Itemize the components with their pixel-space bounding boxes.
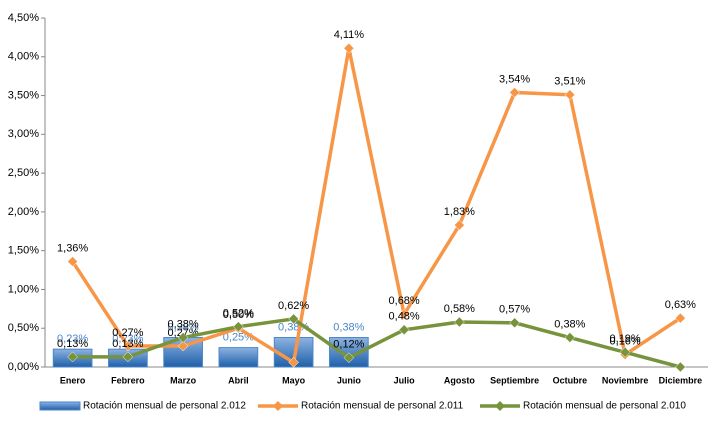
- x-tick-label: Diciembre: [659, 375, 703, 385]
- point: [122, 351, 134, 363]
- x-tick-label: Agosto: [444, 375, 475, 385]
- x-tick-label: Enero: [60, 375, 86, 385]
- point: [343, 42, 355, 54]
- point: [564, 89, 576, 101]
- point-label: 0,38%: [168, 318, 199, 330]
- point-label: 0,58%: [444, 303, 475, 315]
- point-label: 0,48%: [389, 311, 420, 323]
- x-tick-label: Septiembre: [490, 375, 539, 385]
- x-tick-label: Mayo: [282, 375, 306, 385]
- point: [454, 316, 465, 328]
- point: [398, 324, 410, 336]
- point: [619, 346, 631, 358]
- point-label: 0,27%: [112, 327, 143, 339]
- x-tick-label: Octubre: [553, 375, 588, 385]
- point-label: 0,13%: [57, 338, 88, 350]
- bar: [218, 347, 259, 368]
- bar-label: 0,23%: [57, 333, 88, 345]
- point: [177, 340, 189, 352]
- point-label: 0,57%: [499, 304, 530, 316]
- y-tick-label: 1,50%: [8, 245, 39, 257]
- y-tick-label: 4,50%: [8, 12, 39, 24]
- y-tick-label: 3,50%: [8, 89, 39, 101]
- point-label: 0,50%: [223, 309, 254, 321]
- point: [675, 312, 686, 324]
- point: [177, 332, 189, 343]
- point: [67, 256, 78, 267]
- legend-label: Rotación mensual de personal 2.012: [83, 401, 246, 412]
- point-label: 1,36%: [57, 242, 88, 254]
- legend-marker: [273, 401, 283, 411]
- bar-label: 0,38%: [333, 321, 364, 333]
- point: [343, 352, 355, 364]
- y-tick-label: 3,00%: [8, 128, 39, 140]
- point-label: 0,38%: [554, 318, 585, 330]
- y-tick-label: 0,50%: [8, 322, 39, 334]
- point: [675, 361, 686, 373]
- y-tick-label: 2,00%: [8, 206, 39, 218]
- legend-swatch: [39, 401, 81, 411]
- point: [288, 313, 299, 325]
- legend-label: Rotación mensual de personal 2.010: [523, 401, 686, 412]
- point-label: 0,16%: [610, 335, 641, 347]
- point-label: 0,62%: [278, 300, 309, 312]
- point-label: 3,51%: [554, 76, 585, 88]
- x-tick-label: Marzo: [170, 375, 197, 385]
- legend-marker: [495, 401, 505, 411]
- point: [288, 356, 299, 368]
- point-label: 1,83%: [444, 206, 475, 218]
- line: [72, 317, 681, 369]
- point: [233, 321, 244, 333]
- point-label: 0,52%: [223, 308, 254, 320]
- point-label: 3,54%: [499, 73, 530, 85]
- x-tick-label: Noviembre: [602, 375, 649, 385]
- legend-label: Rotación mensual de personal 2.011: [301, 401, 464, 412]
- point-label: 0,12%: [333, 339, 364, 351]
- point-label: 0,13%: [112, 338, 143, 350]
- point-label: 0,19%: [610, 333, 641, 345]
- point: [67, 351, 78, 363]
- line: [71, 47, 682, 366]
- point-label: 0,68%: [389, 295, 420, 307]
- point: [454, 219, 465, 231]
- y-tick-label: 1,00%: [8, 283, 39, 295]
- point: [509, 87, 520, 98]
- point: [122, 340, 134, 352]
- y-tick-label: 4,00%: [8, 51, 39, 63]
- x-tick-label: Abril: [228, 375, 249, 385]
- point-label: 0,63%: [665, 299, 696, 311]
- x-tick-label: Junio: [337, 375, 362, 385]
- y-tick-label: 0,00%: [8, 361, 39, 373]
- point: [509, 317, 520, 329]
- point-label: 4,11%: [334, 29, 365, 41]
- point: [398, 308, 410, 320]
- y-tick-label: 2,50%: [8, 167, 39, 179]
- bar-label: 0,38%: [168, 321, 199, 333]
- x-tick-label: Febrero: [111, 375, 145, 385]
- point: [564, 332, 576, 343]
- x-tick-label: Julio: [394, 375, 416, 385]
